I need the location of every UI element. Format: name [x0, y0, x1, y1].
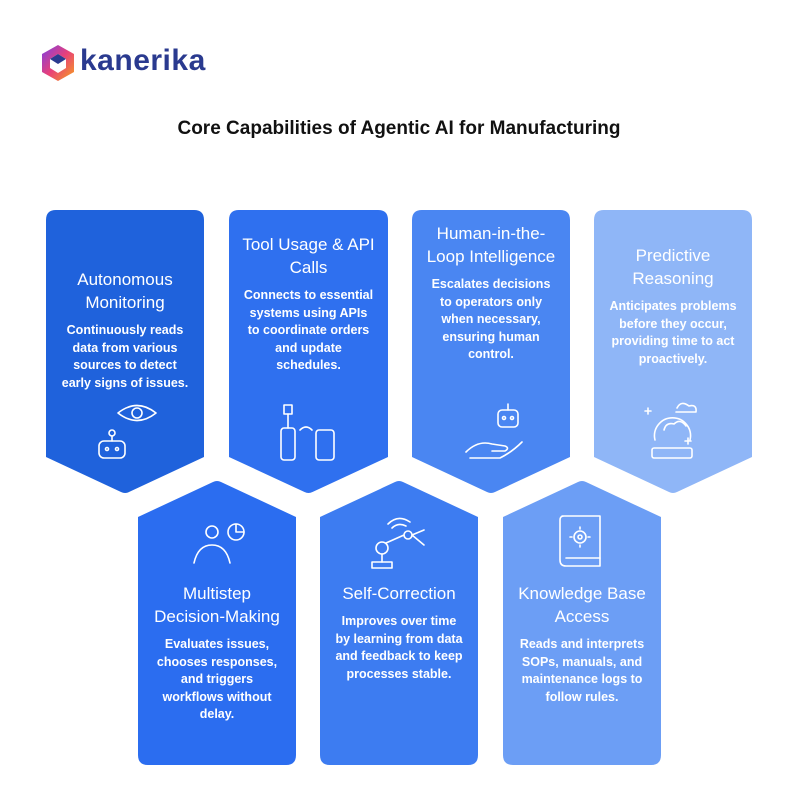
- card-description: Escalates decisions to operators only wh…: [431, 277, 551, 361]
- icon-predictive: [644, 402, 697, 459]
- card: Predictive Reasoning Anticipates problems…: [603, 244, 743, 368]
- icon-decision: [193, 523, 245, 564]
- card-shape: [229, 210, 388, 493]
- icon-human-loop: [465, 403, 523, 459]
- card-title: Self-Correction: [342, 584, 456, 603]
- card-description: Continuously reads data from various sou…: [61, 323, 189, 390]
- card-title: Multistep Decision-Making: [154, 584, 280, 626]
- card-shape: [594, 210, 752, 493]
- card-title: Knowledge Base Access: [518, 584, 646, 626]
- card-description: Reads and interprets SOPs, manuals, and …: [519, 637, 645, 704]
- card-shape: [138, 481, 296, 765]
- icon-tools: [280, 404, 335, 461]
- card: Self-Correction Improves over time by lea…: [329, 582, 469, 683]
- brand-name: kanerika: [80, 44, 206, 77]
- card-title: Human-in-the-Loop Intelligence: [426, 224, 556, 266]
- card: Autonomous Monitoring Continuously reads …: [55, 268, 195, 392]
- card-title: Predictive Reasoning: [632, 246, 714, 288]
- card-title: Autonomous Monitoring: [77, 270, 173, 312]
- card-shape: [46, 210, 204, 493]
- card-description: Anticipates problems before they occur, …: [609, 299, 737, 366]
- icon-monitoring: [98, 404, 157, 459]
- card-description: Connects to essential systems using APIs…: [243, 288, 374, 372]
- card-shape: [412, 210, 570, 493]
- icon-self-correction: [371, 517, 425, 569]
- card-title: Tool Usage & API Calls: [242, 235, 375, 277]
- card: Human-in-the-Loop Intelligence Escalates …: [421, 222, 561, 364]
- card-shape: [320, 481, 478, 765]
- card-shape: [503, 481, 661, 765]
- card: Knowledge Base Access Reads and interpret…: [512, 582, 652, 706]
- card-description: Evaluates issues, chooses responses, and…: [156, 637, 278, 721]
- page-title: Core Capabilities of Agentic AI for Manu…: [177, 118, 621, 139]
- card: Tool Usage & API Calls Connects to essent…: [239, 233, 379, 375]
- card-description: Improves over time by learning from data…: [335, 614, 463, 681]
- card: Multistep Decision-Making Evaluates issue…: [147, 582, 287, 724]
- logo-mark: [42, 45, 74, 81]
- icon-knowledge: [559, 515, 601, 567]
